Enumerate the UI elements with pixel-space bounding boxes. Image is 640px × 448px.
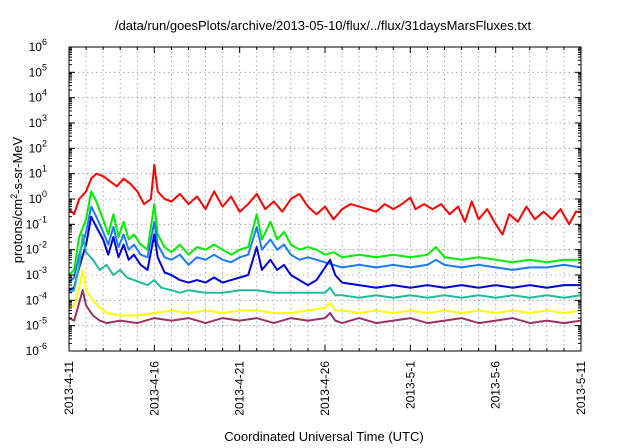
y-tick-base: 10 [26,293,40,307]
y-tick-label: 10-5 [26,316,47,333]
y-tick-base: 10 [26,344,40,358]
y-tick-exponent: 5 [42,62,47,72]
y-axis-label-suffix: -s-sr-MeV [10,136,25,193]
y-tick-label: 104 [29,88,47,105]
x-tick-label: 2013-5-6 [489,361,503,409]
y-tick-base: 10 [26,243,40,257]
y-tick-label: 106 [29,37,47,54]
y-tick-label: 10-6 [26,341,47,358]
y-tick-exponent: -4 [39,290,47,300]
y-tick-exponent: 3 [42,113,47,123]
y-tick-label: 101 [29,164,47,181]
y-tick-label: 10-4 [26,290,47,307]
x-tick-label: 2013-4-11 [62,361,76,415]
y-tick-label: 100 [29,189,47,206]
y-axis: 10-610-510-410-310-210-11001011021031041… [26,37,581,358]
series-layer [68,163,582,325]
y-tick-exponent: 6 [42,37,47,47]
y-tick-exponent: 2 [42,138,47,148]
y-tick-exponent: 0 [42,189,47,199]
y-tick-exponent: -6 [39,341,47,351]
y-tick-base: 10 [29,40,43,54]
y-tick-label: 105 [29,62,47,79]
y-tick-base: 10 [26,217,40,231]
y-tick-base: 10 [29,91,43,105]
x-axis: 2013-4-11 2013-4-16 2013-4-21 2013-4-26 2013… [62,47,588,416]
series-line-3 [68,205,582,284]
x-tick-label: 2013-4-26 [318,361,332,416]
y-tick-exponent: 4 [42,88,47,98]
y-axis-label: protons/cm2-s-sr-MeV [9,136,25,263]
series-line-6 [68,268,582,317]
y-tick-exponent: -3 [39,265,47,275]
series-line-2 [68,190,581,276]
x-tick-label: 2013-4-21 [233,361,247,416]
x-axis-label: Coordinated Universal Time (UTC) [224,429,423,444]
y-tick-exponent: 1 [42,164,47,174]
y-tick-exponent: -5 [39,316,47,326]
y-tick-base: 10 [26,319,40,333]
y-tick-base: 10 [29,65,43,79]
y-tick-exponent: -1 [39,214,47,224]
y-tick-exponent: -2 [39,240,47,250]
y-tick-base: 10 [29,167,43,181]
chart-title: /data/run/goesPlots/archive/2013-05-10/f… [115,18,532,33]
y-tick-base: 10 [29,116,43,130]
y-tick-label: 10-3 [26,265,47,282]
y-tick-label: 10-2 [26,240,47,257]
x-tick-label: 2013-4-16 [147,361,161,416]
y-tick-label: 10-1 [26,214,47,231]
y-tick-label: 102 [29,138,47,155]
series-line-1 [68,163,581,236]
y-axis-label-prefix: protons/cm [10,199,25,263]
y-tick-base: 10 [29,192,43,206]
series-line-4 [68,215,581,292]
y-tick-label: 103 [29,113,47,130]
y-tick-base: 10 [29,141,43,155]
x-tick-label: 2013-5-1 [403,361,417,409]
grid-layer [69,47,581,351]
y-tick-base: 10 [26,268,40,282]
y-axis-label-superscript: 2 [9,194,19,199]
series-line-5 [68,233,582,299]
series-line-7 [68,289,582,325]
x-tick-label: 2013-5-11 [574,361,588,415]
